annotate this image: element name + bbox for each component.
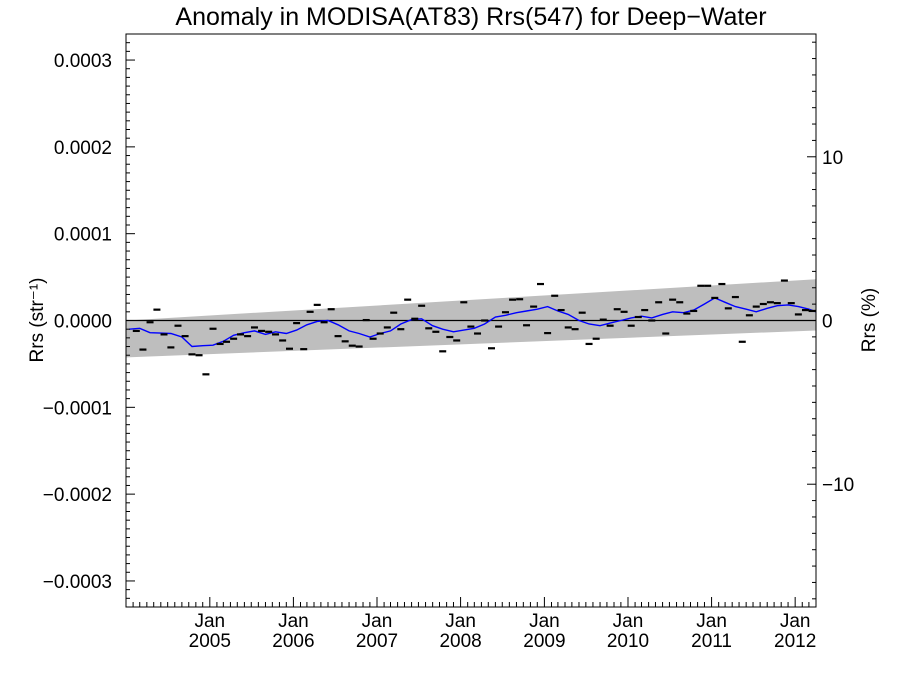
x-tick-label-month: Jan bbox=[529, 611, 560, 632]
y-axis-label-right: Rrs (%) bbox=[859, 288, 880, 352]
y-right-tick-label: −10 bbox=[822, 475, 854, 496]
x-tick-label-month: Jan bbox=[696, 611, 727, 632]
y-right-tick-label: 0 bbox=[822, 312, 833, 333]
monthly-anomaly-series bbox=[132, 279, 816, 376]
uncertainty-band-area bbox=[126, 279, 816, 358]
chart-title: Anomaly in MODISA(AT83) Rrs(547) for Dee… bbox=[175, 3, 766, 31]
x-tick-label-month: Jan bbox=[780, 611, 811, 632]
y-axis-label-left: Rrs (str⁻¹) bbox=[27, 278, 48, 363]
y-tick-label: 0.0002 bbox=[54, 138, 112, 159]
x-tick-label-month: Jan bbox=[613, 611, 644, 632]
y-tick-label: 0.0003 bbox=[54, 51, 112, 72]
x-tick-label-year: 2007 bbox=[356, 631, 398, 652]
x-tick-label-year: 2011 bbox=[691, 631, 732, 652]
x-tick-label-month: Jan bbox=[362, 611, 393, 632]
x-tick-label-year: 2006 bbox=[272, 631, 314, 652]
x-tick-label-year: 2005 bbox=[189, 631, 231, 652]
x-tick-label-month: Jan bbox=[194, 611, 225, 632]
x-tick-label-year: 2012 bbox=[774, 631, 816, 652]
x-tick-label-year: 2009 bbox=[523, 631, 565, 652]
y-right-tick-label: 10 bbox=[822, 148, 843, 169]
y-axis-right: −10 0 10 bbox=[807, 41, 854, 600]
running-mean-series bbox=[129, 297, 817, 348]
x-axis: Jan2005Jan2006Jan2007Jan2008Jan2009Jan20… bbox=[125, 597, 817, 652]
x-tick-label-month: Jan bbox=[278, 611, 309, 632]
y-tick-label: −0.0002 bbox=[43, 485, 112, 506]
x-tick-label-month: Jan bbox=[445, 611, 476, 632]
x-tick-label-year: 2008 bbox=[439, 631, 481, 652]
x-tick-label-year: 2010 bbox=[607, 631, 649, 652]
y-tick-label: 0.0001 bbox=[54, 225, 112, 246]
uncertainty-band bbox=[126, 279, 816, 358]
y-tick-label: −0.0001 bbox=[43, 398, 112, 419]
y-axis-left: −0.0003 −0.0002 −0.0001 0.0000 0.0001 0.0002 0… bbox=[43, 33, 135, 608]
y-tick-label: 0.0000 bbox=[54, 312, 112, 333]
y-tick-label: −0.0003 bbox=[43, 572, 112, 593]
running-mean-line bbox=[129, 297, 817, 348]
